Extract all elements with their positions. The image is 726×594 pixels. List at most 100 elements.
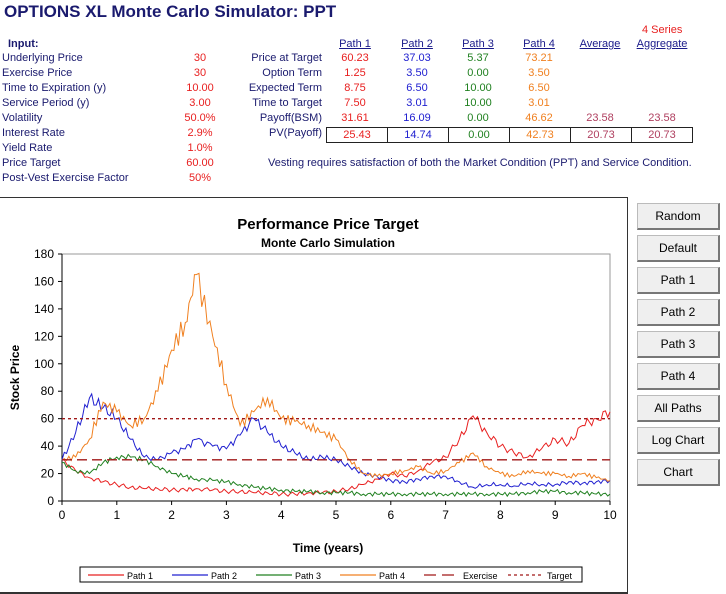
column-header: Average: [579, 38, 621, 50]
x-tick-label: 10: [603, 508, 617, 522]
legend-entry: Target: [547, 571, 573, 581]
result-value: 73.21: [525, 52, 553, 64]
chart-title: Performance Price Target: [237, 216, 418, 233]
input-heading: Input:: [8, 38, 39, 50]
result-label: PV(Payoff): [269, 127, 322, 139]
series-path-3: [61, 453, 611, 498]
result-label: Expected Term: [248, 82, 322, 94]
x-tick-label: 9: [552, 508, 559, 522]
y-tick-label: 100: [34, 357, 54, 371]
y-tick-label: 120: [34, 329, 54, 343]
legend-entry: Exercise: [463, 571, 498, 581]
button-path-2[interactable]: Path 2: [637, 299, 720, 326]
button-all-paths[interactable]: All Paths: [637, 395, 720, 422]
result-value: 0.00: [467, 67, 489, 79]
chart-subtitle: Monte Carlo Simulation: [261, 236, 395, 250]
result-value: 6.50: [528, 82, 550, 94]
result-value: 3.50: [528, 67, 550, 79]
column-header: Path 3: [462, 38, 494, 50]
button-path-4[interactable]: Path 4: [637, 363, 720, 390]
y-tick-label: 160: [34, 274, 54, 288]
input-value[interactable]: 50.0%: [184, 112, 216, 124]
y-tick-label: 180: [34, 247, 54, 261]
result-value: 20.73: [631, 127, 693, 143]
result-value: 6.50: [406, 82, 428, 94]
input-value[interactable]: 3.00: [189, 97, 211, 109]
y-tick-label: 40: [41, 439, 55, 453]
result-value: 25.43: [326, 127, 388, 143]
input-value[interactable]: 50%: [188, 172, 212, 184]
button-path-1[interactable]: Path 1: [637, 267, 720, 294]
chart-legend: Path 1 Path 2 Path 3 Path 4 Exercise Target: [79, 566, 583, 583]
legend-entry: Path 1: [127, 571, 153, 581]
series-path-2: [61, 392, 611, 489]
input-label: Volatility: [2, 112, 43, 124]
y-tick-label: 60: [41, 412, 55, 426]
result-value: 5.37: [467, 52, 489, 64]
result-value: 0.00: [467, 112, 489, 124]
page-title: OPTIONS XL Monte Carlo Simulator: PPT: [4, 2, 337, 21]
result-value: 3.01: [528, 97, 550, 109]
result-value: 14.74: [387, 127, 449, 143]
result-value: 42.73: [509, 127, 571, 143]
x-axis-label: Time (years): [293, 541, 363, 555]
result-label: Price at Target: [251, 52, 322, 64]
series-note: 4 Series: [642, 24, 683, 36]
input-label: Underlying Price: [2, 52, 83, 64]
button-path-3[interactable]: Path 3: [637, 331, 720, 358]
x-tick-label: 1: [113, 508, 120, 522]
result-value: 20.73: [570, 127, 632, 143]
column-header: Path 4: [523, 38, 555, 50]
column-header: Path 1: [339, 38, 371, 50]
button-random[interactable]: Random: [637, 203, 720, 230]
button-default[interactable]: Default: [637, 235, 720, 262]
x-tick-label: 3: [223, 508, 230, 522]
result-value: 10.00: [464, 97, 492, 109]
x-tick-label: 0: [59, 508, 66, 522]
input-label: Service Period (y): [2, 97, 90, 109]
vesting-note: Vesting requires satisfaction of both th…: [268, 157, 692, 169]
result-value: 1.25: [344, 67, 366, 79]
plot-area: [61, 253, 611, 502]
result-value: 10.00: [464, 82, 492, 94]
result-value: 31.61: [341, 112, 369, 124]
input-value[interactable]: 10.00: [186, 82, 214, 94]
y-tick-label: 140: [34, 302, 54, 316]
input-label: Post-Vest Exercise Factor: [2, 172, 129, 184]
input-value[interactable]: 1.0%: [187, 142, 213, 154]
result-label: Time to Target: [252, 97, 322, 109]
series-path-1: [61, 410, 611, 497]
input-value[interactable]: 30: [193, 67, 207, 79]
result-value: 16.09: [403, 112, 431, 124]
input-label: Exercise Price: [2, 67, 73, 79]
result-value: 7.50: [344, 97, 366, 109]
input-label: Price Target: [2, 157, 61, 169]
result-value: 0.00: [448, 127, 510, 143]
result-value: 8.75: [344, 82, 366, 94]
stock-price-chart: Performance Price Target Monte Carlo Simu…: [8, 216, 617, 583]
x-tick-label: 2: [168, 508, 175, 522]
result-value: 3.50: [406, 67, 428, 79]
input-label: Yield Rate: [2, 142, 53, 154]
button-log-chart[interactable]: Log Chart: [637, 427, 720, 454]
y-tick-label: 0: [47, 494, 54, 508]
input-label: Time to Expiration (y): [2, 82, 107, 94]
y-axis-label: Stock Price: [8, 344, 22, 410]
result-label: Payoff(BSM): [259, 112, 322, 124]
y-tick-label: 80: [41, 384, 55, 398]
legend-entry: Path 4: [379, 571, 405, 581]
x-tick-label: 7: [442, 508, 449, 522]
input-label: Interest Rate: [2, 127, 65, 139]
series-path-4: [61, 272, 611, 482]
input-value[interactable]: 2.9%: [187, 127, 213, 139]
input-value[interactable]: 30: [193, 52, 207, 64]
result-value: 60.23: [341, 52, 369, 64]
result-value: 23.58: [648, 112, 676, 124]
input-value[interactable]: 60.00: [186, 157, 214, 169]
y-tick-label: 20: [41, 467, 55, 481]
result-label: Option Term: [262, 67, 322, 79]
x-tick-label: 8: [497, 508, 504, 522]
x-tick-label: 5: [333, 508, 340, 522]
button-chart[interactable]: Chart: [637, 459, 720, 486]
result-value: 46.62: [525, 112, 553, 124]
